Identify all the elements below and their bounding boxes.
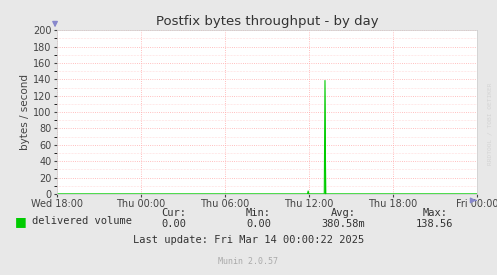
Text: Max:: Max: [422, 208, 447, 218]
Text: 138.56: 138.56 [416, 219, 454, 229]
Text: Min:: Min: [246, 208, 271, 218]
Text: 0.00: 0.00 [246, 219, 271, 229]
Text: Cur:: Cur: [162, 208, 186, 218]
Text: 380.58m: 380.58m [321, 219, 365, 229]
Text: Last update: Fri Mar 14 00:00:22 2025: Last update: Fri Mar 14 00:00:22 2025 [133, 235, 364, 245]
Text: ■: ■ [15, 215, 27, 228]
Text: RRDTOOL / TOBI OETIKER: RRDTOOL / TOBI OETIKER [487, 82, 492, 165]
Text: Avg:: Avg: [331, 208, 355, 218]
Title: Postfix bytes throughput - by day: Postfix bytes throughput - by day [156, 15, 378, 28]
Text: delivered volume: delivered volume [32, 216, 132, 226]
Text: 0.00: 0.00 [162, 219, 186, 229]
Y-axis label: bytes / second: bytes / second [20, 74, 30, 150]
Text: Munin 2.0.57: Munin 2.0.57 [219, 257, 278, 266]
